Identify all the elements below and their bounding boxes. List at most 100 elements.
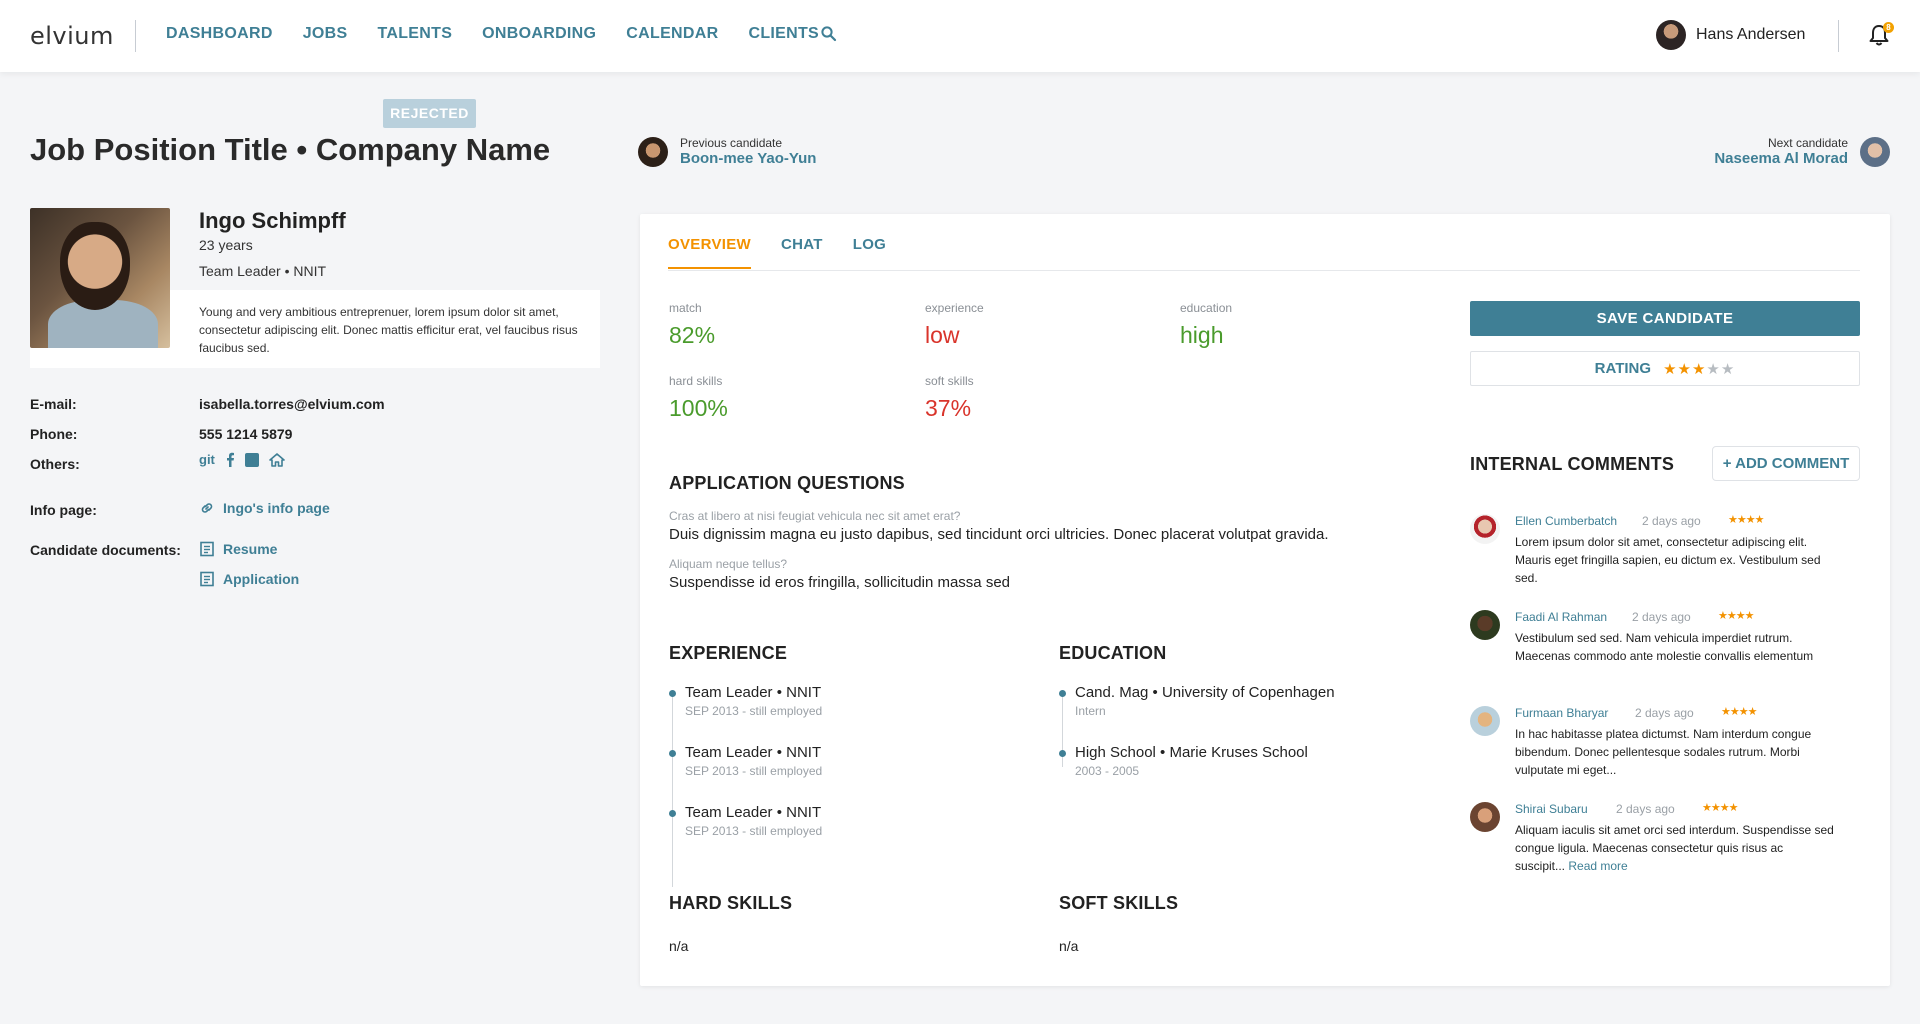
metric-value: 37% <box>925 395 972 421</box>
git-link[interactable]: git <box>199 452 215 467</box>
experience-dates: SEP 2013 - still employed <box>685 824 823 838</box>
tab-overview[interactable]: OVERVIEW <box>668 236 751 269</box>
comment-time: 2 days ago <box>1616 802 1675 816</box>
comment-avatar <box>1470 706 1500 736</box>
education-title: High School • Marie Kruses School <box>1075 744 1308 761</box>
divider <box>135 20 136 52</box>
nav-jobs[interactable]: JOBS <box>302 25 348 42</box>
star-empty-icon[interactable]: ★ <box>1706 360 1721 378</box>
facebook-icon[interactable] <box>225 452 235 467</box>
comment-rating: ★★★★ <box>1728 514 1764 526</box>
metric-value: 100% <box>669 395 728 421</box>
soft-skills-heading: SOFT SKILLS <box>1059 893 1179 913</box>
question-text: Cras at libero at nisi feugiat vehicula … <box>669 509 961 523</box>
timeline-line <box>1062 692 1063 767</box>
tab-bar: OVERVIEW CHAT LOG <box>668 236 886 269</box>
education-heading: EDUCATION <box>1059 643 1167 663</box>
user-name: Hans Andersen <box>1696 26 1806 43</box>
app-logo[interactable]: elvium <box>30 22 114 50</box>
hard-skills-heading: HARD SKILLS <box>669 893 793 913</box>
nav-onboarding[interactable]: ONBOARDING <box>482 25 597 42</box>
nav-talents[interactable]: TALENTS <box>377 25 453 42</box>
tab-log[interactable]: LOG <box>852 236 887 253</box>
metric-value: low <box>925 322 960 348</box>
tab-divider <box>668 270 1860 271</box>
comment-avatar <box>1470 802 1500 832</box>
candidate-role: Team Leader • NNIT <box>199 263 327 279</box>
education-detail: Intern <box>1075 704 1106 718</box>
metric-label: soft skills <box>925 374 974 388</box>
experience-title: Team Leader • NNIT <box>685 744 822 761</box>
social-links: git in <box>199 452 285 467</box>
comment-text: Vestibulum sed sed. Nam vehicula imperdi… <box>1515 631 1814 663</box>
comment-rating: ★★★★ <box>1718 610 1754 622</box>
status-badge: REJECTED <box>383 99 476 128</box>
candidate-photo <box>30 208 170 348</box>
divider <box>1838 20 1839 52</box>
metric-label: hard skills <box>669 374 723 388</box>
read-more-link[interactable]: Read more <box>1568 859 1628 873</box>
nav-clients[interactable]: CLIENTS <box>748 25 820 42</box>
user-avatar <box>1656 20 1686 50</box>
phone-label: Phone: <box>30 426 78 442</box>
comment-time: 2 days ago <box>1632 610 1691 624</box>
internal-comments-heading: INTERNAL COMMENTS <box>1470 454 1675 474</box>
document-icon <box>200 541 214 557</box>
next-candidate-link[interactable]: Next candidate Naseema Al Morad <box>1714 136 1890 167</box>
answer-text: Duis dignissim magna eu justo dapibus, s… <box>669 526 1329 543</box>
link-icon <box>201 503 213 513</box>
tab-chat[interactable]: CHAT <box>780 236 823 253</box>
next-candidate-name: Naseema Al Morad <box>1714 150 1848 167</box>
comment-text: Lorem ipsum dolor sit amet, consectetur … <box>1515 535 1821 585</box>
comment-text: In hac habitasse platea dictumst. Nam in… <box>1515 727 1812 777</box>
education-title: Cand. Mag • University of Copenhagen <box>1075 684 1335 701</box>
star-empty-icon[interactable]: ★ <box>1720 360 1736 378</box>
comment-rating: ★★★★ <box>1721 706 1757 718</box>
info-page-label: Info page: <box>30 502 97 518</box>
metric-label: match <box>669 301 702 315</box>
star-filled-icon[interactable]: ★ <box>1691 360 1707 378</box>
candidate-name: Ingo Schimpff <box>199 208 346 233</box>
candidate-profile-card: Young and very ambitious entreprenuer, l… <box>30 208 600 368</box>
add-comment-button[interactable]: + ADD COMMENT <box>1712 446 1860 481</box>
previous-candidate-link[interactable]: Previous candidate Boon-mee Yao-Yun <box>638 136 816 167</box>
comment-avatar <box>1470 610 1500 640</box>
experience-dates: SEP 2013 - still employed <box>685 764 823 778</box>
search-icon[interactable] <box>820 25 838 43</box>
document-icon <box>200 571 214 587</box>
info-page-link[interactable]: Ingo's info page <box>199 500 330 516</box>
question-text: Aliquam neque tellus? <box>669 557 788 571</box>
next-candidate-label: Next candidate <box>1767 136 1848 150</box>
candidate-detail-panel: OVERVIEW CHAT LOG match 82% experience l… <box>640 214 1890 986</box>
comment-author[interactable]: Faadi Al Rahman <box>1515 610 1608 624</box>
star-filled-icon[interactable]: ★ <box>1663 360 1678 378</box>
save-candidate-button[interactable]: SAVE CANDIDATE <box>1470 301 1860 336</box>
nav-dashboard[interactable]: DASHBOARD <box>166 25 273 42</box>
experience-title: Team Leader • NNIT <box>685 684 822 701</box>
notification-badge: 8 <box>1883 22 1894 33</box>
metric-value: 82% <box>669 322 716 348</box>
metric-label: education <box>1180 301 1233 315</box>
linkedin-icon[interactable]: in <box>244 451 259 467</box>
star-filled-icon[interactable]: ★ <box>1677 360 1692 378</box>
phone-value[interactable]: 555 1214 5879 <box>199 426 293 442</box>
rating-stars[interactable]: ★★★★★ <box>1663 360 1735 378</box>
comment-author[interactable]: Ellen Cumberbatch <box>1515 514 1618 528</box>
experience-title: Team Leader • NNIT <box>685 804 822 821</box>
resume-link[interactable]: Resume <box>199 541 277 557</box>
user-menu[interactable]: Hans Andersen <box>1656 20 1805 50</box>
application-questions-heading: APPLICATION QUESTIONS <box>669 473 905 493</box>
application-link-label: Application <box>223 571 300 587</box>
resume-link-label: Resume <box>223 541 278 557</box>
email-value[interactable]: isabella.torres@elvium.com <box>199 396 385 412</box>
application-link[interactable]: Application <box>199 571 299 587</box>
comment-author[interactable]: Furmaan Bharyar <box>1515 706 1609 720</box>
home-icon[interactable] <box>269 452 285 467</box>
info-page-link-label: Ingo's info page <box>223 500 330 516</box>
metric-experience: experience low <box>925 301 984 349</box>
rating-control[interactable]: RATING ★★★★★ <box>1470 351 1860 386</box>
rating-label: RATING <box>1594 360 1652 377</box>
nav-calendar[interactable]: CALENDAR <box>626 25 719 42</box>
answer-text: Suspendisse id eros fringilla, sollicitu… <box>669 574 1011 591</box>
comment-author[interactable]: Shirai Subaru <box>1515 802 1588 816</box>
